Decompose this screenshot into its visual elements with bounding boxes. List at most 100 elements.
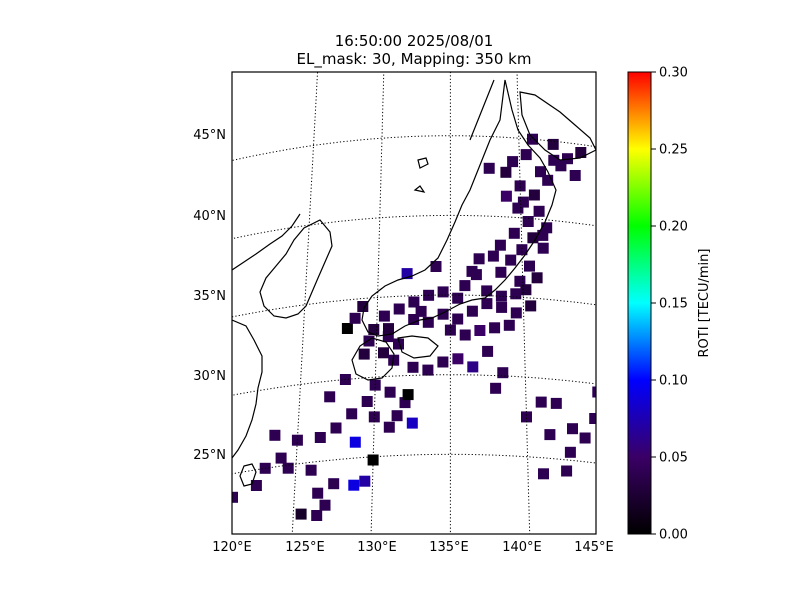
coastlines [232,79,596,487]
roti-cell [406,417,418,429]
roti-cell [408,296,420,308]
roti-cell [550,397,562,409]
roti-cell [538,468,549,480]
roti-cell [544,429,556,441]
roti-cell [514,275,526,287]
roti-cell [517,196,529,208]
roti-cell [349,436,361,448]
roti-cell [383,323,394,335]
roti-cell [516,244,528,256]
roti-cell [422,316,434,328]
roti-cell [490,382,502,394]
roti-cell [497,367,509,379]
roti-cell [481,285,493,297]
roti-cell [367,454,379,466]
lon-label-145: 145°E [574,540,614,555]
roti-cell [569,170,581,181]
roti-cell [496,301,508,313]
roti-cell [305,464,317,476]
graticule-parallel [232,374,596,396]
roti-cell [328,478,340,490]
colorbar-tick-label: 0.20 [659,220,688,235]
roti-cell [500,190,512,202]
roti-cell [378,347,389,359]
roti-cell [393,303,405,315]
graticule-parallel [232,214,596,240]
roti-cell [512,202,524,214]
roti-cell [250,480,262,491]
roti-cell [437,356,449,368]
colorbar-tick-label: 0.15 [659,297,688,312]
lon-label-130: 130°E [357,540,397,555]
roti-cell [452,313,464,325]
roti-cell [341,323,353,334]
roti-cell [415,305,427,317]
roti-cell [408,314,420,325]
roti-cell [524,260,535,272]
roti-cell [481,298,493,310]
roti-cell [548,154,560,166]
lon-labels: 120°E 125°E 130°E 135°E 140°E 145°E [212,540,614,555]
colorbar-gradient [627,71,652,535]
roti-cell [466,305,478,317]
lat-label-25: 25°N [193,448,226,463]
roti-cell [393,338,404,350]
roti-cell [368,324,380,335]
roti-cell [324,391,336,403]
roti-cell [531,272,543,284]
roti-cell [467,361,479,373]
roti-cell [437,308,449,320]
roti-cell [295,508,307,520]
roti-cell [495,266,507,278]
roti-cell [330,422,342,434]
roti-cell [510,288,522,300]
roti-cell [507,156,519,168]
roti-cell [459,280,471,292]
roti-cell [537,242,549,254]
roti-cell [473,253,485,265]
colorbar-tick-label: 0.25 [659,143,688,158]
roti-cell [232,491,238,503]
roti-cell [422,364,434,376]
roti-cell [528,189,540,201]
roti-cell [402,389,414,401]
roti-cell [535,166,546,178]
roti-cell [378,310,390,322]
colorbar-tick-label: 0.00 [659,528,688,543]
roti-cell [520,284,532,296]
roti-cell [527,232,539,244]
roti-cell [547,138,559,150]
roti-cell [369,379,381,391]
roti-cell [508,227,520,239]
roti-cell [291,434,303,446]
lon-label-125: 125°E [285,540,325,555]
roti-cell [363,335,375,347]
roti-cell [452,292,464,304]
roti-cell [537,229,549,241]
roti-cell [483,162,495,174]
roti-cell [555,160,567,172]
roti-cell [482,345,494,357]
roti-cell [282,462,294,474]
roti-cell [368,411,380,423]
roti-cell [459,329,471,341]
graticule [232,72,596,534]
lat-label-35: 35°N [193,289,226,304]
roti-cell [349,312,361,324]
roti-cell [269,429,281,441]
roti-cell [514,180,526,192]
roti-cell [494,239,506,251]
roti-cell [357,301,369,312]
colorbar-label: ROTI [TECU/min] [697,249,712,358]
roti-cell [275,452,287,464]
roti-cell [359,475,371,487]
colorbar: 0.00 0.05 0.10 0.15 0.20 0.25 0.30 ROTI [TECU/… [627,66,712,543]
graticule-meridian [291,72,319,534]
roti-cell [567,423,578,435]
figure-title-line2: EL_mask: 30, Mapping: 350 km [297,50,532,69]
roti-cell [579,432,591,444]
roti-cell [346,408,358,420]
roti-cell [533,205,545,217]
roti-cell [505,254,517,266]
